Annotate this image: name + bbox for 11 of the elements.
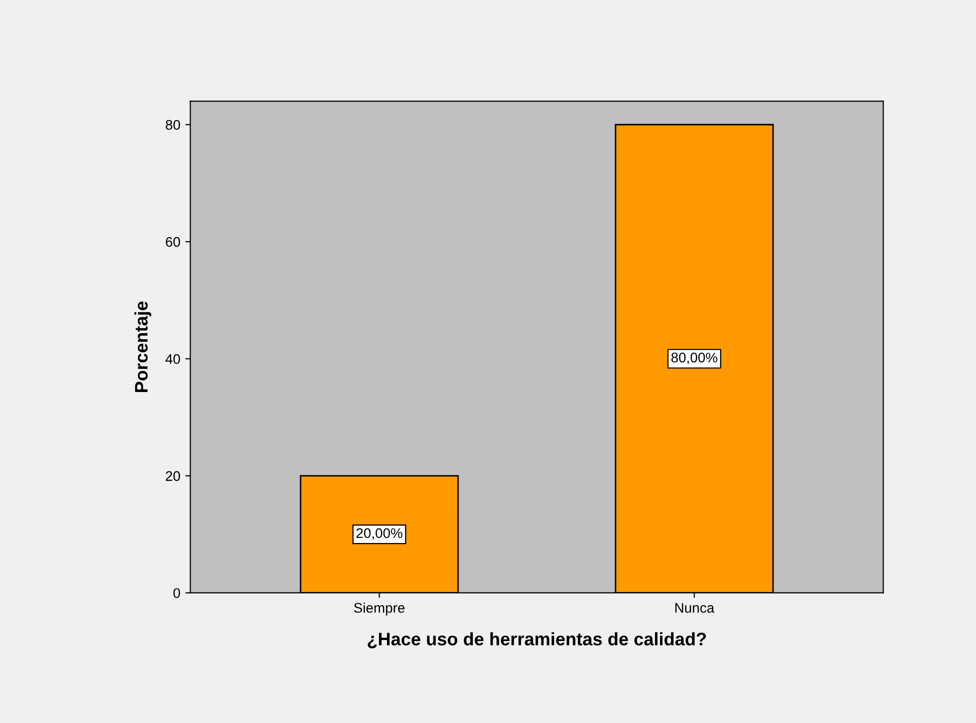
y-axis-title: Porcentaje [134, 301, 152, 392]
x-tick-label: Nunca [675, 603, 714, 613]
data-label: 80,00% [671, 352, 718, 364]
y-tick-label: 20 [166, 471, 180, 481]
y-tick-label: 80 [166, 120, 180, 130]
x-tick-label: Siempre [354, 602, 405, 616]
x-axis-title: ¿Hace uso de herramientas de calidad? [368, 632, 706, 648]
y-tick-label: 40 [165, 354, 180, 364]
data-label: 20,00% [356, 528, 402, 540]
y-tick-label: 60 [166, 237, 180, 247]
y-tick-label: 0 [173, 588, 180, 598]
